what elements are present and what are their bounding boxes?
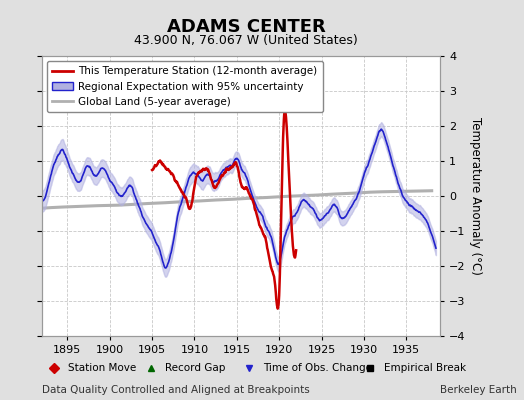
Text: ADAMS CENTER: ADAMS CENTER bbox=[167, 18, 325, 36]
Text: Data Quality Controlled and Aligned at Breakpoints: Data Quality Controlled and Aligned at B… bbox=[42, 385, 310, 395]
Y-axis label: Temperature Anomaly (°C): Temperature Anomaly (°C) bbox=[470, 117, 483, 275]
Legend: This Temperature Station (12-month average), Regional Expectation with 95% uncer: This Temperature Station (12-month avera… bbox=[47, 61, 323, 112]
Text: Berkeley Earth: Berkeley Earth bbox=[440, 385, 517, 395]
Text: Station Move: Station Move bbox=[68, 363, 136, 373]
Text: 43.900 N, 76.067 W (United States): 43.900 N, 76.067 W (United States) bbox=[134, 34, 358, 47]
Text: Time of Obs. Change: Time of Obs. Change bbox=[263, 363, 372, 373]
Text: Empirical Break: Empirical Break bbox=[385, 363, 466, 373]
Text: Record Gap: Record Gap bbox=[166, 363, 226, 373]
